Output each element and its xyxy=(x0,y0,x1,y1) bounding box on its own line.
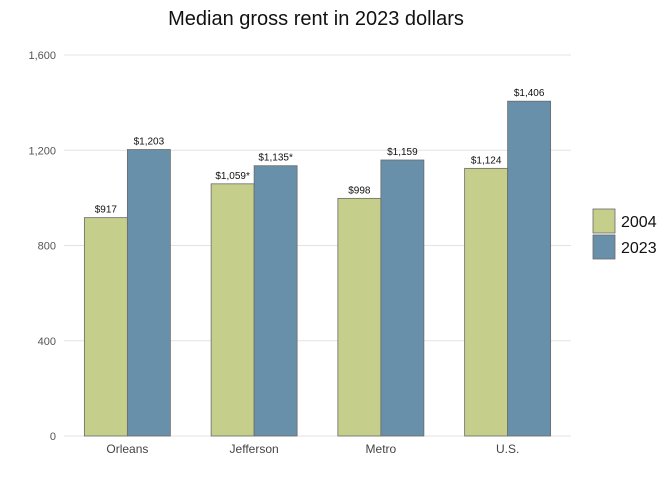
bar-jefferson-2004 xyxy=(210,183,255,437)
x-tick-label-orleans: Orleans xyxy=(106,442,148,456)
x-tick-label-u-s: U.S. xyxy=(496,442,519,456)
x-tick-label-metro: Metro xyxy=(366,442,397,456)
bars xyxy=(83,100,552,437)
x-tick-label-jefferson: Jefferson xyxy=(230,442,279,456)
data-label-metro-2023: $1,159 xyxy=(387,147,418,158)
bar-u-s-2004 xyxy=(464,167,509,437)
bar-orleans-2004 xyxy=(83,217,128,437)
data-label-orleans-2004: $917 xyxy=(95,205,118,216)
bar-value-labels: $917 $1,203 $1,059* $1,135* $998 $1,159 $1,124… xyxy=(95,88,545,215)
x-axis: Orleans Jefferson Metro U.S. xyxy=(106,442,519,456)
data-label-metro-2004: $998 xyxy=(348,185,371,196)
legend-label-2023: 2023 xyxy=(621,240,657,257)
data-label-jefferson-2004: $1,059* xyxy=(215,171,250,182)
data-label-u-s-2023: $1,406 xyxy=(514,88,545,99)
y-tick-label: 1,600 xyxy=(28,50,56,62)
bar-u-s-2023 xyxy=(507,100,552,437)
bar-metro-2004 xyxy=(337,197,382,437)
legend-label-2004: 2004 xyxy=(621,214,657,231)
bar-orleans-2023 xyxy=(126,149,171,437)
legend-swatch-2004 xyxy=(592,208,616,234)
chart-title: Median gross rent in 2023 dollars xyxy=(168,8,464,30)
y-axis: 0 400 800 1,200 1,600 xyxy=(28,50,56,443)
legend: 2004 2023 xyxy=(592,208,657,260)
data-label-orleans-2023: $1,203 xyxy=(134,137,165,148)
bar-jefferson-2023 xyxy=(253,165,298,437)
y-tick-label: 400 xyxy=(38,336,56,348)
y-tick-label: 800 xyxy=(38,241,56,253)
data-label-u-s-2004: $1,124 xyxy=(471,155,502,166)
legend-swatch-2023 xyxy=(592,234,616,260)
y-tick-label: 1,200 xyxy=(28,145,56,157)
bar-metro-2023 xyxy=(380,159,425,437)
data-label-jefferson-2023: $1,135* xyxy=(258,153,293,164)
y-tick-label: 0 xyxy=(50,431,56,443)
